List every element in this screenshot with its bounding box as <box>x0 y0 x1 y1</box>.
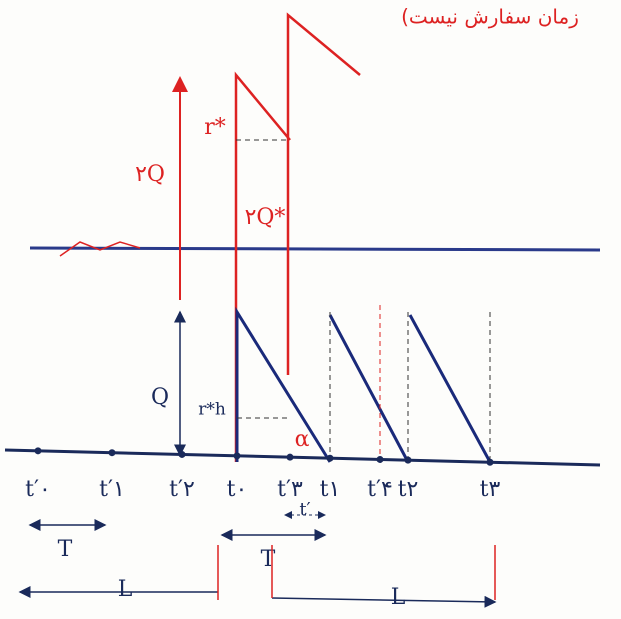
upper-line <box>30 248 600 250</box>
dashed-verticals <box>237 305 490 462</box>
note: (زمان سفارش نیست <box>401 5 579 29</box>
tick-dot <box>327 455 334 462</box>
red-sawtooth <box>236 15 360 462</box>
tick-dot <box>35 447 42 454</box>
label-2q: ۲Q <box>135 162 165 187</box>
tick-dot <box>234 452 241 459</box>
tick-label: t۳ <box>480 477 501 502</box>
label-alpha: α <box>295 427 310 452</box>
label-t-mid: T <box>261 547 276 572</box>
label-r-star-h: r*h <box>198 400 226 420</box>
label-q: Q <box>151 385 169 410</box>
tick-label: t۲ <box>398 477 419 502</box>
label-l-right: L <box>391 585 406 610</box>
diagram: (زمان سفارش نیست ۲Q r* ۲Q* Q r*h α t′۰ t′… <box>0 0 621 619</box>
tick-dot <box>109 449 116 456</box>
label-r-star: r* <box>204 115 226 140</box>
tick-label: t۰ <box>227 477 248 502</box>
tick-label: t′۱ <box>99 477 125 502</box>
tick-label: t۱ <box>320 477 341 502</box>
label-t-left: T <box>58 537 73 562</box>
tick-dot <box>179 451 186 458</box>
tick-dot <box>287 454 294 461</box>
time-axis <box>5 450 600 465</box>
span-l-right <box>272 598 495 602</box>
tick-dot <box>405 457 412 464</box>
tick-label: t′۲ <box>169 477 195 502</box>
tick-label: t′۰ <box>25 477 51 502</box>
label-l-left: L <box>118 577 133 602</box>
tick-dot <box>487 459 494 466</box>
tick-dot <box>377 456 384 463</box>
tick-label: t′۴ <box>367 477 393 502</box>
label-t-prime: t′ <box>299 499 310 520</box>
label-2q-star: ۲Q* <box>245 205 286 230</box>
blue-sawtooth <box>237 312 490 462</box>
